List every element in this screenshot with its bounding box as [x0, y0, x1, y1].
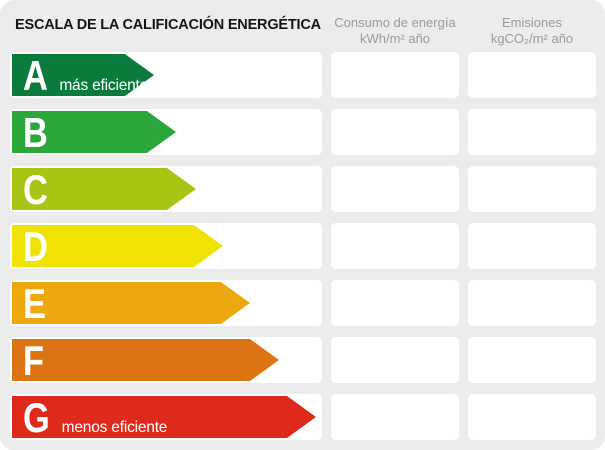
column-header-emisiones: Emisiones kgCO₂/m² año	[468, 10, 596, 47]
consumo-value-cell-c	[331, 166, 459, 212]
rating-letter-a: A	[23, 52, 48, 99]
rating-letter-f: F	[23, 337, 45, 384]
rating-arrow-g: G menos eficiente	[12, 396, 316, 438]
rating-bar-e: E	[10, 280, 322, 326]
consumo-value-cell-a	[331, 52, 459, 98]
rating-arrow-b: B	[12, 111, 176, 153]
emisiones-value-cell-b	[468, 109, 596, 155]
rating-bar-f: F	[10, 337, 322, 383]
rating-row-f: F	[10, 337, 596, 383]
emisiones-value-cell-f	[468, 337, 596, 383]
rating-bar-b: B	[10, 109, 322, 155]
consumo-value-cell-e	[331, 280, 459, 326]
emisiones-value-cell-e	[468, 280, 596, 326]
rating-bar-d: D	[10, 223, 322, 269]
rating-row-c: C	[10, 166, 596, 212]
rating-row-e: E	[10, 280, 596, 326]
consumo-header-line1: Consumo de energía	[334, 15, 456, 30]
rating-arrow-f: F	[12, 339, 279, 381]
consumo-value-cell-f	[331, 337, 459, 383]
page-title: ESCALA DE LA CALIFICACIÓN ENERGÉTICA	[15, 17, 321, 33]
rating-row-g: G menos eficiente	[10, 394, 596, 440]
rating-arrow-d: D	[12, 225, 223, 267]
rating-row-d: D	[10, 223, 596, 269]
rating-letter-c: C	[23, 166, 48, 213]
consumo-value-cell-b	[331, 109, 459, 155]
emisiones-value-cell-g	[468, 394, 596, 440]
rating-row-a: A más eficiente	[10, 52, 596, 98]
consumo-header-line2: kWh/m² año	[359, 31, 431, 46]
rating-letter-b: B	[23, 109, 48, 156]
rating-letter-g: G	[23, 394, 50, 441]
emisiones-value-cell-a	[468, 52, 596, 98]
rating-row-b: B	[10, 109, 596, 155]
rating-label-g: menos eficiente	[61, 419, 168, 436]
emisiones-value-cell-d	[468, 223, 596, 269]
rating-letter-e: E	[23, 280, 46, 327]
emisiones-header-line2: kgCO₂/m² año	[490, 31, 574, 46]
emisiones-value-cell-c	[468, 166, 596, 212]
column-header-consumo: Consumo de energía kWh/m² año	[331, 10, 459, 47]
consumo-value-cell-g	[331, 394, 459, 440]
rating-letter-d: D	[23, 223, 48, 270]
consumo-value-cell-d	[331, 223, 459, 269]
header-row: ESCALA DE LA CALIFICACIÓN ENERGÉTICA Con…	[10, 10, 595, 52]
rating-bar-a: A más eficiente	[10, 52, 322, 98]
rating-bar-g: G menos eficiente	[10, 394, 322, 440]
rating-arrow-a: A más eficiente	[12, 54, 154, 96]
rating-bar-c: C	[10, 166, 322, 212]
rating-arrow-c: C	[12, 168, 196, 210]
rating-arrow-e: E	[12, 282, 250, 324]
emisiones-header-line1: Emisiones	[502, 15, 562, 30]
rating-label-a: más eficiente	[59, 77, 149, 94]
